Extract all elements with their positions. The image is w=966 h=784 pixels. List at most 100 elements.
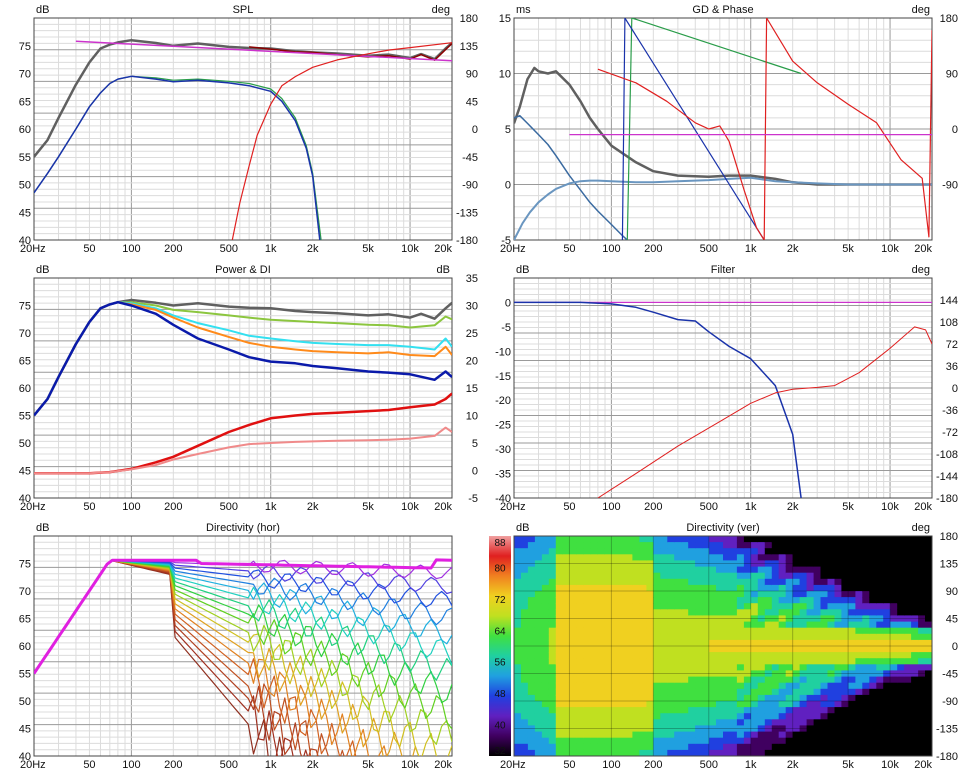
heatmap-cell (778, 566, 787, 574)
heatmap-cell (534, 554, 543, 561)
heatmap-cell (702, 737, 710, 745)
y-tick-label: 40 (19, 751, 31, 763)
heatmap-cell (625, 554, 634, 561)
heatmap-cell (723, 682, 731, 690)
chart-title: Directivity (hor) (206, 522, 280, 534)
heatmap-cell (820, 664, 829, 671)
heatmap-cell (555, 566, 564, 574)
heatmap-cell (625, 597, 634, 604)
heatmap-cell (890, 749, 898, 756)
heatmap-cell (855, 707, 863, 714)
heatmap-cell (827, 548, 836, 555)
heatmap-cell (792, 627, 801, 635)
heatmap-cell (736, 743, 745, 751)
heatmap-cell (911, 707, 919, 714)
heatmap-cell (764, 737, 773, 745)
plot-area (34, 536, 452, 756)
heatmap-cell (855, 566, 863, 574)
y2-tick-label: 0 (952, 124, 958, 136)
heatmap-cell (925, 597, 932, 604)
heatmap-cell (827, 646, 836, 653)
heatmap-cell (785, 688, 794, 696)
heatmap-cell (848, 694, 856, 702)
heatmap-cell (534, 591, 543, 598)
heatmap-cell (750, 664, 759, 671)
heatmap-cell (743, 670, 752, 678)
heatmap-cell (604, 737, 613, 745)
heatmap-cell (625, 676, 634, 684)
y2-tick-label: 36 (946, 361, 958, 373)
heatmap-cell (555, 676, 564, 684)
heatmap-cell (813, 621, 822, 629)
heatmap-cell (904, 639, 912, 647)
heatmap-cell (904, 615, 912, 623)
heatmap-cell (813, 591, 822, 598)
heatmap-cell (534, 713, 543, 720)
x-tick-label: 10k (881, 501, 899, 513)
heatmap-cell (688, 542, 696, 549)
heatmap-cell (709, 652, 717, 659)
heatmap-cell (750, 725, 759, 733)
heatmap-cell (576, 731, 585, 739)
heatmap-cell (876, 652, 884, 659)
heatmap-cell (618, 719, 627, 726)
heatmap-cell (569, 639, 578, 647)
heatmap-cell (806, 584, 815, 592)
heatmap-cell (911, 688, 919, 696)
heatmap-cell (730, 743, 738, 751)
heatmap-cell (876, 560, 884, 568)
heatmap-cell (743, 749, 752, 756)
heatmap-cell (750, 713, 759, 720)
heatmap-cell (918, 578, 926, 586)
heatmap-cell (660, 609, 668, 616)
heatmap-cell (883, 652, 891, 659)
heatmap-cell (757, 560, 766, 568)
heatmap-cell (604, 627, 613, 635)
heatmap-cell (632, 658, 640, 665)
heatmap-cell (890, 536, 898, 543)
heatmap-cell (674, 627, 682, 635)
heatmap-cell (583, 639, 592, 647)
heatmap-cell (869, 707, 877, 714)
heatmap-cell (660, 639, 668, 647)
heatmap-cell (876, 701, 884, 708)
heatmap-cell (848, 707, 856, 714)
heatmap-cell (736, 670, 745, 678)
heatmap-cell (897, 701, 905, 708)
heatmap-cell (674, 548, 682, 555)
heatmap-cell (514, 725, 522, 733)
heatmap-cell (555, 554, 564, 561)
heatmap-cell (764, 664, 773, 671)
heatmap-cell (632, 566, 640, 574)
heatmap-cell (799, 609, 808, 616)
heatmap-cell (681, 615, 689, 623)
heatmap-cell (681, 572, 689, 580)
heatmap-cell (590, 627, 599, 635)
heatmap-cell (778, 743, 787, 751)
heatmap-cell (778, 713, 787, 720)
heatmap-cell (897, 603, 905, 610)
heatmap-cell (716, 676, 724, 684)
heatmap-cell (534, 664, 543, 671)
heatmap-cell (897, 621, 905, 629)
heatmap-cell (723, 578, 731, 586)
heatmap-cell (625, 737, 634, 745)
heatmap-cell (604, 658, 613, 665)
heatmap-cell (583, 609, 592, 616)
heatmap-cell (841, 591, 849, 598)
heatmap-cell (576, 646, 585, 653)
heatmap-cell (611, 737, 620, 745)
heatmap-cell (883, 725, 891, 733)
heatmap-cell (583, 578, 592, 586)
heatmap-cell (778, 658, 787, 665)
heatmap-cell (646, 670, 654, 678)
heatmap-cell (611, 670, 620, 678)
heatmap-cell (792, 639, 801, 647)
x-tick-label: 10k (401, 501, 419, 513)
heatmap-cell (674, 731, 682, 739)
heatmap-cell (555, 584, 564, 592)
heatmap-cell (890, 707, 898, 714)
heatmap-cell (834, 707, 843, 714)
heatmap-cell (590, 584, 599, 592)
heatmap-cell (674, 688, 682, 696)
